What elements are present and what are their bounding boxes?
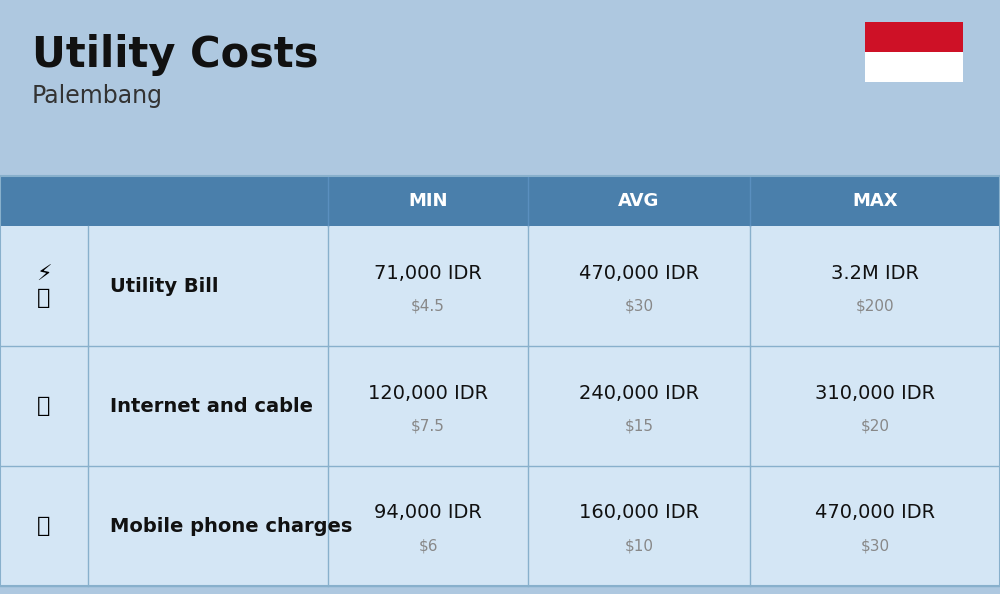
Text: $15: $15 <box>624 419 654 434</box>
Text: 71,000 IDR: 71,000 IDR <box>374 264 482 283</box>
Text: $200: $200 <box>856 299 894 314</box>
Text: Mobile phone charges: Mobile phone charges <box>110 517 352 536</box>
Text: 310,000 IDR: 310,000 IDR <box>815 384 935 403</box>
Text: $20: $20 <box>860 419 890 434</box>
FancyBboxPatch shape <box>0 346 1000 466</box>
Text: ⚡
🔌: ⚡ 🔌 <box>36 264 52 308</box>
Text: 470,000 IDR: 470,000 IDR <box>815 504 935 523</box>
Text: $30: $30 <box>860 539 890 554</box>
FancyBboxPatch shape <box>0 466 1000 586</box>
Text: Internet and cable: Internet and cable <box>110 397 313 415</box>
Text: Utility Costs: Utility Costs <box>32 34 318 76</box>
Text: MAX: MAX <box>852 192 898 210</box>
Text: $4.5: $4.5 <box>411 299 445 314</box>
Text: AVG: AVG <box>618 192 660 210</box>
Text: 240,000 IDR: 240,000 IDR <box>579 384 699 403</box>
Text: $30: $30 <box>624 299 654 314</box>
Text: $7.5: $7.5 <box>411 419 445 434</box>
Text: 94,000 IDR: 94,000 IDR <box>374 504 482 523</box>
Text: 470,000 IDR: 470,000 IDR <box>579 264 699 283</box>
Text: 📶: 📶 <box>37 396 51 416</box>
Text: Palembang: Palembang <box>32 84 163 108</box>
Text: MIN: MIN <box>408 192 448 210</box>
FancyBboxPatch shape <box>0 226 1000 346</box>
Text: 160,000 IDR: 160,000 IDR <box>579 504 699 523</box>
Text: $6: $6 <box>418 539 438 554</box>
Text: 📱: 📱 <box>37 516 51 536</box>
FancyBboxPatch shape <box>0 176 1000 226</box>
Text: Utility Bill: Utility Bill <box>110 276 218 295</box>
Text: 3.2M IDR: 3.2M IDR <box>831 264 919 283</box>
Text: $10: $10 <box>624 539 654 554</box>
FancyBboxPatch shape <box>865 52 963 82</box>
FancyBboxPatch shape <box>865 22 963 52</box>
Text: 120,000 IDR: 120,000 IDR <box>368 384 488 403</box>
